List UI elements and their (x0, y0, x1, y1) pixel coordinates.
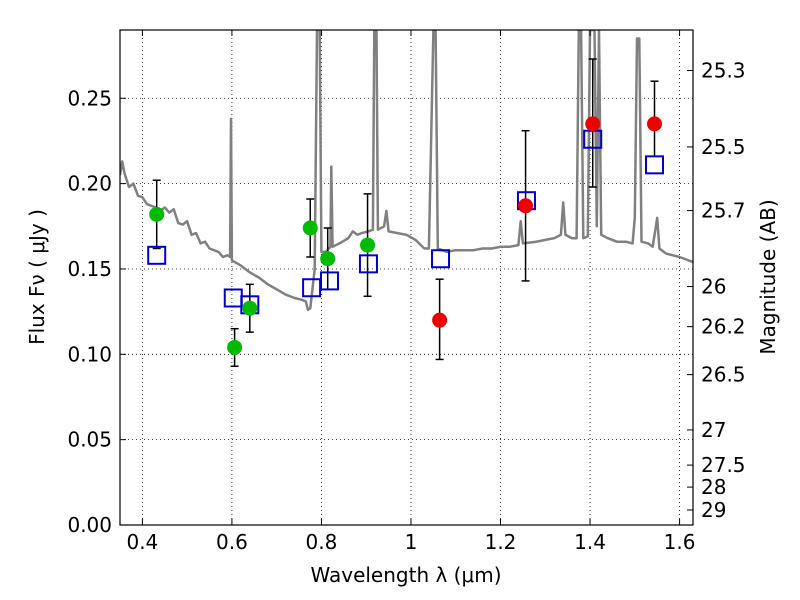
markers-layer (147, 116, 665, 355)
y-tick-label: 0.20 (67, 172, 112, 196)
model-photometry-square (431, 249, 451, 269)
model-photometry-square (358, 254, 378, 274)
plot-frame (119, 29, 694, 526)
red-data-point (432, 312, 448, 328)
model-photometry-square (645, 155, 665, 175)
right-tick-label: 25.5 (701, 135, 746, 159)
x-axis-ticks: 0.4 0.6 0.8 1 1.2 1.4 1.6 (126, 30, 695, 554)
right-tick-label: 27 (701, 418, 726, 442)
green-data-point (320, 251, 336, 267)
x-tick-label: 0.8 (306, 530, 338, 554)
y-axis-label: Flux Fν ( μJy ) (25, 209, 49, 345)
model-photometry-square (320, 271, 340, 291)
y-axis-ticks: 0.00 0.05 0.10 0.15 0.20 0.25 (67, 86, 126, 537)
y-tick-label: 0.25 (67, 86, 112, 110)
right-axis-label: Magnitude (AB) (756, 199, 780, 354)
x-tick-label: 1.6 (664, 530, 696, 554)
plot-area (120, 30, 693, 368)
model-photometry-square (147, 245, 167, 265)
right-tick-label: 28 (701, 475, 726, 499)
red-data-point (585, 116, 601, 132)
red-data-point (518, 198, 534, 214)
grid-lines (120, 30, 693, 526)
x-tick-label: 0.4 (126, 530, 158, 554)
x-axis-label: Wavelength λ (μm) (310, 563, 501, 587)
x-tick-label: 1.2 (485, 530, 517, 554)
green-data-point (149, 206, 165, 222)
right-tick-label: 26.2 (701, 315, 746, 339)
green-data-point (360, 237, 376, 253)
right-tick-label: 29 (701, 498, 726, 522)
y-tick-label: 0.15 (67, 257, 112, 281)
right-tick-label: 25.7 (701, 199, 746, 223)
green-data-point (227, 339, 243, 355)
right-tick-label: 25.3 (701, 58, 746, 82)
right-tick-label: 26.5 (701, 363, 746, 387)
x-tick-label: 1 (405, 530, 418, 554)
green-data-point (302, 220, 318, 236)
right-tick-label: 27.5 (701, 453, 746, 477)
x-tick-label: 1.4 (574, 530, 606, 554)
red-data-point (647, 116, 663, 132)
model-spectrum-layer (120, 30, 693, 312)
x-tick-label: 0.6 (216, 530, 248, 554)
y-tick-label: 0.00 (67, 513, 112, 537)
model-spectrum-line (120, 30, 693, 312)
y-tick-label: 0.10 (67, 342, 112, 366)
y-tick-label: 0.05 (67, 428, 112, 452)
right-tick-label: 26 (701, 275, 726, 299)
green-data-point (242, 300, 258, 316)
